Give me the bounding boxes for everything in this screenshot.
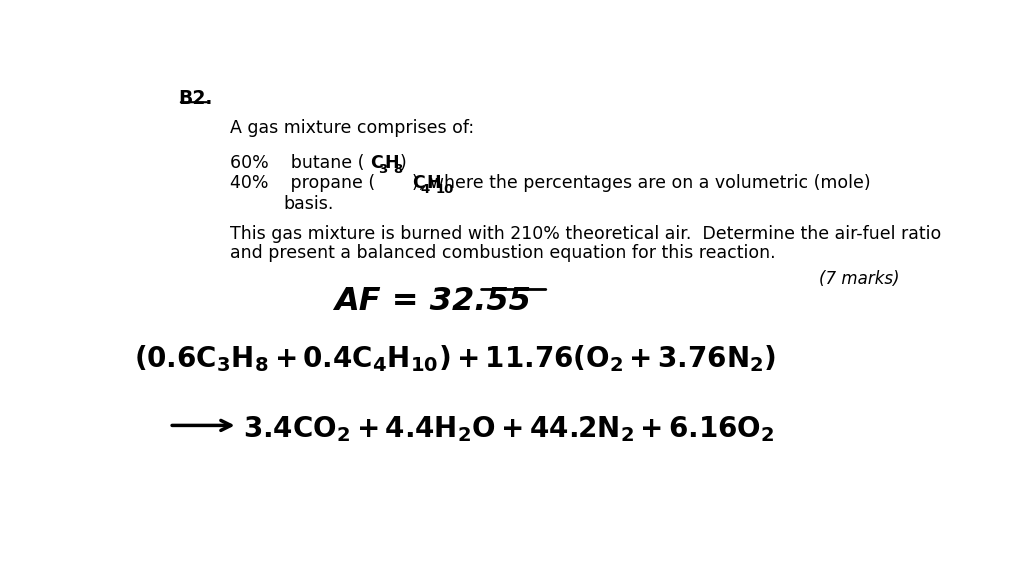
Text: 10: 10 bbox=[435, 183, 454, 196]
Text: A gas mixture comprises of:: A gas mixture comprises of: bbox=[229, 118, 474, 137]
Text: ), where the percentages are on a volumetric (mole): ), where the percentages are on a volume… bbox=[412, 174, 870, 193]
Text: and present a balanced combustion equation for this reaction.: and present a balanced combustion equati… bbox=[229, 244, 775, 262]
Text: 40%    propane (: 40% propane ( bbox=[229, 174, 375, 193]
Text: C: C bbox=[412, 174, 425, 193]
Text: 3: 3 bbox=[379, 163, 388, 176]
Text: $\mathbf{3.4CO_2 + 4.4H_2O + 44.2N_2 + 6.16O_2}$: $\mathbf{3.4CO_2 + 4.4H_2O + 44.2N_2 + 6… bbox=[243, 415, 775, 444]
Text: H: H bbox=[384, 154, 398, 172]
Text: 60%    butane (: 60% butane ( bbox=[229, 154, 364, 172]
Text: B2.: B2. bbox=[178, 89, 212, 108]
Text: $\mathbf{(0.6C_3H_8 + 0.4C_4H_{10}) + 11.76(O_2 + 3.76N_2)}$: $\mathbf{(0.6C_3H_8 + 0.4C_4H_{10}) + 11… bbox=[134, 343, 776, 374]
Text: This gas mixture is burned with 210% theoretical air.  Determine the air-fuel ra: This gas mixture is burned with 210% the… bbox=[229, 225, 941, 243]
Text: ): ) bbox=[399, 154, 407, 172]
Text: AF = 32.55: AF = 32.55 bbox=[334, 286, 531, 317]
Text: C: C bbox=[370, 154, 383, 172]
Text: 8: 8 bbox=[393, 163, 402, 176]
Text: (7 marks): (7 marks) bbox=[819, 270, 899, 289]
Text: H: H bbox=[426, 174, 440, 193]
Text: 4: 4 bbox=[421, 183, 430, 196]
Text: basis.: basis. bbox=[284, 195, 334, 213]
